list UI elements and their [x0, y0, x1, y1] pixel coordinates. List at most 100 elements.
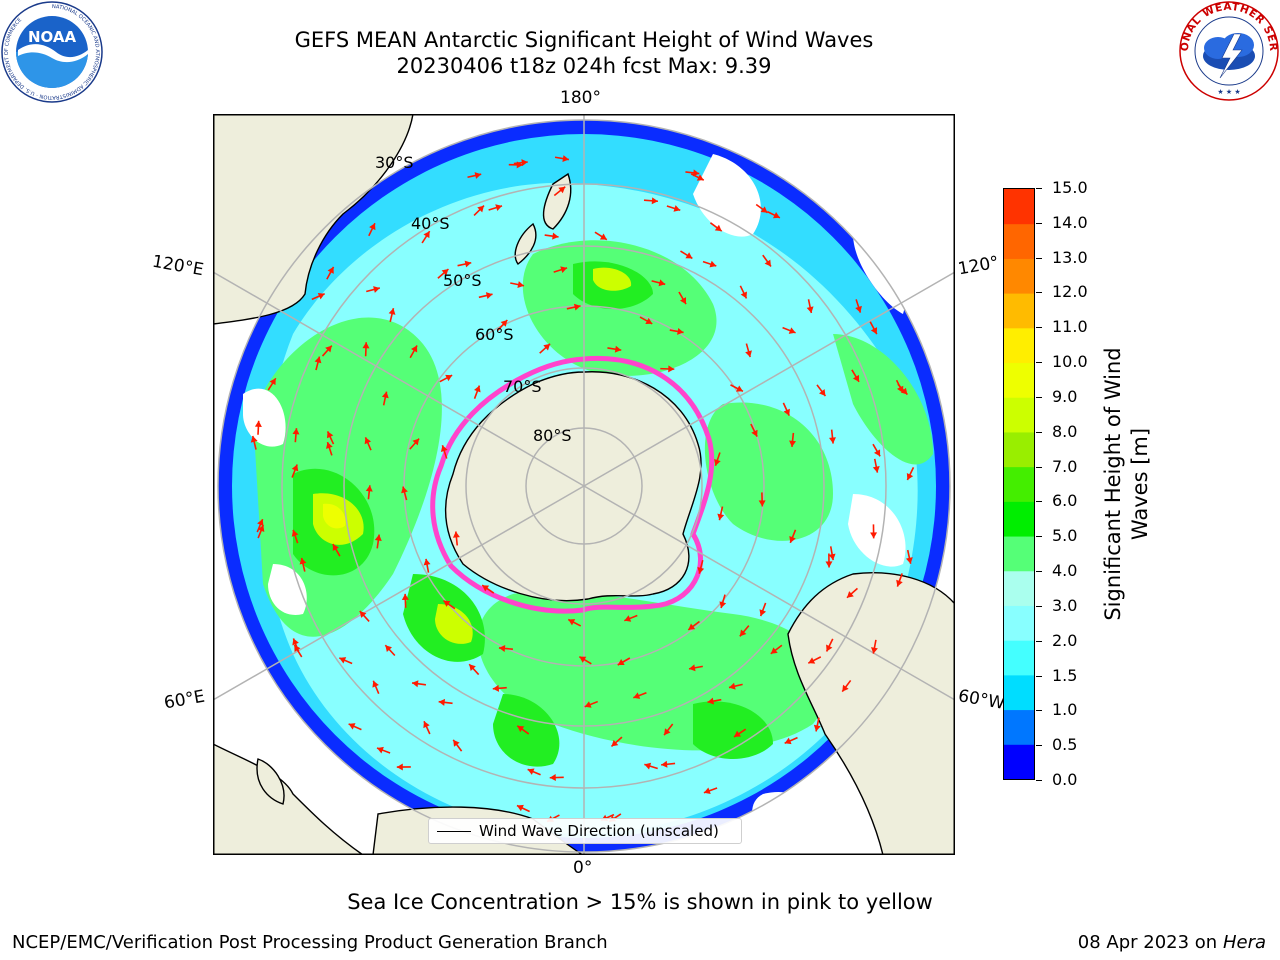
wave-arrow-head [813, 724, 821, 732]
wave-arrow-head [717, 513, 725, 521]
wave-arrow-head [579, 656, 587, 663]
noaa-logo: NOAA NATIONAL OCEANIC AND ATMOSPHERIC AD… [1, 1, 103, 103]
wave-arrow-head [584, 701, 592, 708]
wave-arrow-head [870, 327, 878, 335]
sea-ice-edge [430, 355, 715, 614]
map-frame [213, 114, 955, 855]
colorbar-band [1004, 189, 1034, 225]
polar-map: 30°S 40°S 50°S 60°S 70°S 80°S [213, 114, 955, 855]
lon-label-0: 0° [573, 858, 593, 878]
latitude-labels: 30°S 40°S 50°S 60°S 70°S 80°S [375, 153, 572, 445]
wave-arrow-head [469, 664, 476, 672]
wave-arrow-head [369, 223, 376, 231]
colorbar-tick-label: 8.0 [1052, 421, 1078, 441]
wave-arrow-head [401, 486, 408, 494]
colorbar-tick-label: 7.0 [1052, 456, 1078, 476]
wave-arrow-head [906, 473, 914, 480]
wave-arrow-head [374, 534, 382, 541]
wave-arrow-head [377, 746, 384, 754]
colorbar-band [1004, 431, 1034, 468]
wave-arrow-head [332, 544, 339, 552]
wave-arrow-head [527, 768, 535, 775]
wave-arrow-head [372, 680, 379, 688]
wave-arrow-head [709, 260, 717, 268]
wave-arrow-head [492, 684, 500, 692]
colorbar-band [1004, 709, 1034, 745]
wave-arrow-head [870, 532, 878, 539]
colorbar-tick-label: 3.0 [1052, 595, 1078, 615]
wave-arrow-head [842, 684, 849, 692]
wave-arrow-head [317, 292, 325, 300]
wave-arrow-head [517, 725, 525, 733]
wave-arrow-head [852, 374, 860, 382]
wave-arrow-head [474, 172, 482, 179]
wave-arrow-head [751, 429, 758, 437]
wind-wave-arrows [250, 155, 915, 823]
colorbar-band [1004, 640, 1034, 676]
colorbar [1003, 188, 1035, 780]
lon-label-60w: 60°W [956, 686, 1007, 714]
colorbar-tick-label: 13.0 [1052, 247, 1088, 267]
wave-arrow-head [677, 327, 684, 335]
wave-arrow-head [543, 343, 551, 351]
lat-label-60s: 60°S [475, 325, 514, 344]
map-subtitle: 20230406 t18z 024h fcst Max: 9.39 [396, 54, 772, 78]
wave-arrow-head [423, 558, 431, 566]
wave-arrow-head [905, 557, 913, 564]
land [213, 114, 955, 855]
wave-arrow-head [872, 466, 880, 473]
wave-arrow-head [441, 269, 449, 276]
wave-arrow-head [250, 435, 258, 443]
wave-arrow-head [783, 408, 790, 416]
wave-arrow-head [292, 638, 299, 646]
wave-arrow-head [423, 231, 430, 239]
wave-arrow-head [828, 553, 836, 561]
wave-arrow-head [696, 174, 704, 181]
wave-arrow-head [348, 723, 356, 730]
wave-arrow-head [445, 374, 453, 382]
wave-arrow-head [673, 205, 681, 212]
wave-arrow-head [440, 445, 448, 453]
date-prefix: 08 Apr 2023 on [1077, 932, 1223, 953]
wave-arrow-head [697, 567, 705, 574]
lon-label-120w: 120° [956, 252, 1001, 280]
wave-arrow-head [664, 728, 671, 736]
wave-arrow-head [759, 609, 767, 617]
wave-arrow-head [825, 561, 833, 568]
wave-arrow-head [611, 739, 619, 747]
colorbar-ticks: 15.0 14.0 13.0 12.0 11.0 10.0 9.0 8.0 7.0 6.0 5.0 4… [1036, 180, 1116, 788]
wave-arrow-head [326, 431, 334, 439]
wave-arrow-head [614, 345, 622, 353]
svg-text:NOAA: NOAA [28, 28, 77, 46]
wave-arrow-head [645, 317, 653, 324]
map-title: GEFS MEAN Antarctic Significant Height o… [294, 28, 874, 52]
wave-arrow-head [292, 428, 300, 435]
wave-arrow-head [874, 449, 881, 457]
wave-arrow-head [719, 601, 727, 609]
wave-arrow-head [855, 305, 862, 313]
wave-arrow-head [734, 730, 741, 737]
lat-label-70s: 70°S [503, 377, 542, 396]
wave-arrow-head [314, 356, 322, 364]
wave-arrow-head [758, 500, 766, 507]
colorbar-band [1004, 605, 1034, 641]
colorbar-band [1004, 744, 1034, 779]
date-stamp: 08 Apr 2023 on Hera [1078, 932, 1266, 953]
wave-arrow-head [552, 232, 559, 240]
wave-arrow-head [826, 644, 833, 652]
wave-arrow-head [443, 600, 451, 607]
wave-arrow-head [498, 644, 506, 652]
colorbar-band [1004, 536, 1034, 572]
wave-arrow-head [688, 623, 696, 630]
wave-arrow-head [679, 297, 687, 305]
colorbar-tick-label: 12.0 [1052, 282, 1088, 302]
wave-arrow-head [617, 658, 625, 666]
wave-arrow-head [819, 389, 826, 397]
wave-arrow-head [729, 682, 736, 690]
wave-arrow-head [772, 212, 780, 219]
wave-arrow-head [325, 345, 332, 353]
wave-arrow-head [740, 291, 747, 299]
wave-arrow-head [692, 169, 700, 177]
wave-arrow-head [633, 692, 641, 699]
wave-arrow-head [359, 611, 367, 618]
